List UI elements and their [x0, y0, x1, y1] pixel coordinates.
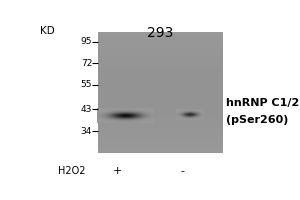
Text: 34: 34 — [81, 127, 92, 136]
Text: 43: 43 — [81, 105, 92, 114]
Text: H2O2: H2O2 — [58, 166, 86, 176]
Text: +: + — [113, 166, 122, 176]
Text: -: - — [181, 166, 185, 176]
Text: hnRNP C1/2: hnRNP C1/2 — [226, 98, 299, 108]
Text: 55: 55 — [81, 80, 92, 89]
Text: 72: 72 — [81, 59, 92, 68]
Text: 95: 95 — [81, 37, 92, 46]
Text: 293: 293 — [147, 26, 173, 40]
Text: KD: KD — [40, 26, 55, 36]
Text: (pSer260): (pSer260) — [226, 115, 288, 125]
